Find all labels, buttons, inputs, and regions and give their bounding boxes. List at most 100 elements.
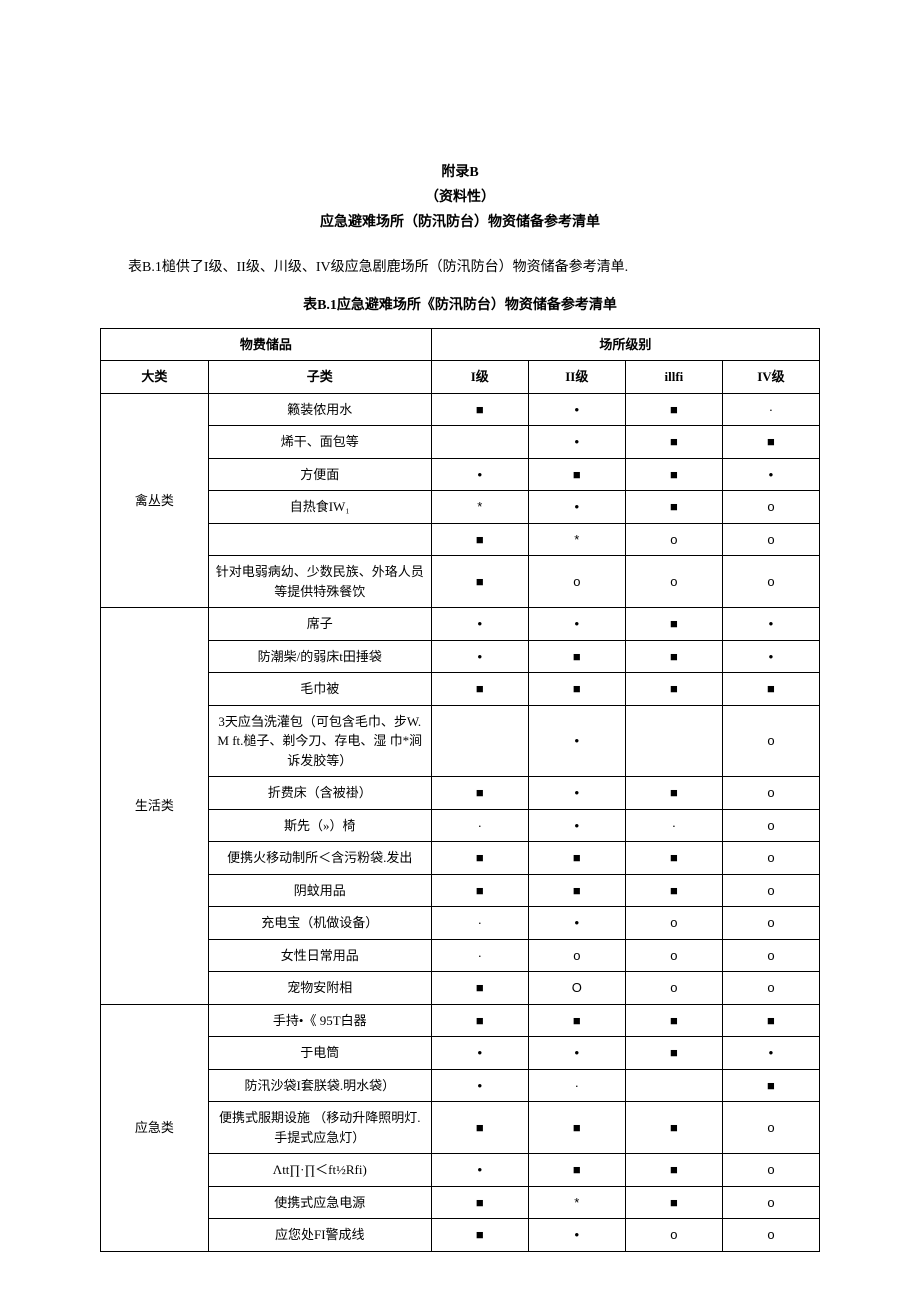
- value-cell: ■: [722, 673, 819, 706]
- value-cell: •: [528, 426, 625, 459]
- value-cell: •: [431, 458, 528, 491]
- subclass-cell: 手持•《 95T白器: [208, 1004, 431, 1037]
- value-cell: [625, 705, 722, 777]
- subclass-cell: 便携式服期设施 （移动升降照明灯.手提式应急灯）: [208, 1102, 431, 1154]
- table-row: 禽丛类籁装侬用水■•■·: [101, 393, 820, 426]
- subclass-cell: 使携式应急电源: [208, 1186, 431, 1219]
- table-row: ■*oo: [101, 523, 820, 556]
- table-row: 针对电弱病幼、少数民族、外珞人员等提供特殊餐饮■ooo: [101, 556, 820, 608]
- value-cell: o: [528, 556, 625, 608]
- value-cell: ■: [431, 972, 528, 1005]
- table-row: 应急类手持•《 95T白器■■■■: [101, 1004, 820, 1037]
- value-cell: o: [722, 809, 819, 842]
- table-head: 物费储品 场所级别 大类 子类 I级 II级 illfi IV级: [101, 328, 820, 393]
- col-level-1: I级: [431, 361, 528, 394]
- table-row: 方便面•■■•: [101, 458, 820, 491]
- value-cell: o: [722, 907, 819, 940]
- subclass-cell: 阴蚊用品: [208, 874, 431, 907]
- table-row: 使携式应急电源■*■o: [101, 1186, 820, 1219]
- table-row: 宠物安附相■Ooo: [101, 972, 820, 1005]
- subclass-cell: 毛巾被: [208, 673, 431, 706]
- value-cell: •: [528, 777, 625, 810]
- intro-text: 表B.1槌供了I级、II级、川级、IV级应急剧鹿场所（防汛防台）物资储备参考清单…: [100, 256, 820, 276]
- value-cell: [431, 705, 528, 777]
- table-row: 3天应刍洗灌包（可包含毛巾、步W. M ft.槌子、剃今刀、存电、湿 巾*涧诉发…: [101, 705, 820, 777]
- value-cell: •: [528, 705, 625, 777]
- value-cell: *: [528, 523, 625, 556]
- value-cell: ■: [528, 640, 625, 673]
- table-row: 折费床（含被褂）■•■o: [101, 777, 820, 810]
- value-cell: •: [722, 458, 819, 491]
- subclass-cell: 烯干、面包等: [208, 426, 431, 459]
- value-cell: ■: [625, 1102, 722, 1154]
- value-cell: ·: [431, 939, 528, 972]
- table-row: 应您处FI警成线■•oo: [101, 1219, 820, 1252]
- value-cell: ■: [528, 842, 625, 875]
- value-cell: o: [722, 874, 819, 907]
- col-group-items: 物费储品: [101, 328, 432, 361]
- table-row: 斯先（»）椅·•·o: [101, 809, 820, 842]
- value-cell: o: [625, 907, 722, 940]
- col-level-4: IV级: [722, 361, 819, 394]
- value-cell: •: [528, 1219, 625, 1252]
- value-cell: o: [722, 1102, 819, 1154]
- value-cell: •: [722, 640, 819, 673]
- subclass-cell: [208, 523, 431, 556]
- table-header-row-1: 物费储品 场所级别: [101, 328, 820, 361]
- value-cell: ■: [431, 673, 528, 706]
- appendix-type: （资料性）: [100, 185, 820, 210]
- value-cell: ■: [528, 1154, 625, 1187]
- value-cell: *: [528, 1186, 625, 1219]
- value-cell: ■: [625, 426, 722, 459]
- col-level-2: II级: [528, 361, 625, 394]
- value-cell: •: [722, 608, 819, 641]
- value-cell: ■: [625, 1186, 722, 1219]
- value-cell: •: [528, 907, 625, 940]
- value-cell: o: [722, 1186, 819, 1219]
- subclass-cell: 女性日常用品: [208, 939, 431, 972]
- value-cell: •: [431, 1037, 528, 1070]
- table-body: 禽丛类籁装侬用水■•■·烯干、面包等•■■方便面•■■•自热食IW₁*•■o■*…: [101, 393, 820, 1251]
- value-cell: ■: [625, 608, 722, 641]
- value-cell: ■: [431, 1186, 528, 1219]
- value-cell: ■: [625, 458, 722, 491]
- subclass-cell: 宠物安附相: [208, 972, 431, 1005]
- value-cell: o: [722, 939, 819, 972]
- value-cell: •: [528, 393, 625, 426]
- value-cell: ■: [528, 874, 625, 907]
- value-cell: o: [625, 939, 722, 972]
- table-caption: 表B.1应急避难场所《防汛防台）物资储备参考清单: [100, 294, 820, 314]
- value-cell: o: [625, 556, 722, 608]
- reserve-table: 物费储品 场所级别 大类 子类 I级 II级 illfi IV级 禽丛类籁装侬用…: [100, 328, 820, 1252]
- value-cell: [431, 426, 528, 459]
- value-cell: •: [722, 1037, 819, 1070]
- subclass-cell: 针对电弱病幼、少数民族、外珞人员等提供特殊餐饮: [208, 556, 431, 608]
- value-cell: o: [625, 1219, 722, 1252]
- value-cell: ·: [722, 393, 819, 426]
- value-cell: o: [722, 842, 819, 875]
- value-cell: ■: [625, 777, 722, 810]
- subclass-cell: 应您处FI警成线: [208, 1219, 431, 1252]
- value-cell: ■: [431, 842, 528, 875]
- value-cell: [625, 1069, 722, 1102]
- value-cell: •: [431, 1154, 528, 1187]
- table-row: Λtt∏·∏＜ft½Rfi)•■■o: [101, 1154, 820, 1187]
- table-row: 生活类席子••■•: [101, 608, 820, 641]
- value-cell: ■: [625, 673, 722, 706]
- value-cell: ■: [625, 491, 722, 524]
- table-row: 阴蚊用品■■■o: [101, 874, 820, 907]
- subclass-cell: 防潮柴/的弱床t田捶袋: [208, 640, 431, 673]
- col-group-levels: 场所级别: [431, 328, 819, 361]
- category-cell: 应急类: [101, 1004, 209, 1251]
- value-cell: ■: [528, 1102, 625, 1154]
- value-cell: ■: [625, 874, 722, 907]
- subclass-cell: 于电筒: [208, 1037, 431, 1070]
- value-cell: ■: [431, 1219, 528, 1252]
- value-cell: ■: [722, 1069, 819, 1102]
- value-cell: o: [722, 491, 819, 524]
- value-cell: ■: [431, 777, 528, 810]
- subclass-cell: 席子: [208, 608, 431, 641]
- value-cell: ■: [431, 874, 528, 907]
- table-row: 毛巾被■■■■: [101, 673, 820, 706]
- table-row: 充电宝（机做设备）·•oo: [101, 907, 820, 940]
